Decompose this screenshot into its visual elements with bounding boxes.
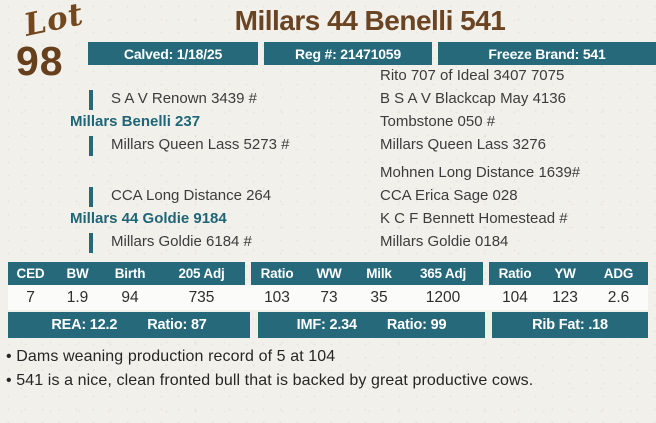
performance-value: 103 xyxy=(264,288,290,306)
freeze-brand-badge: Freeze Brand: 541 xyxy=(438,42,656,65)
performance-value: 1.9 xyxy=(66,288,89,306)
sire-parent-top: S A V Renown 3439 # xyxy=(111,90,257,107)
dam-ancestor: K C F Bennett Homestead # xyxy=(380,210,568,227)
column-header: Birth xyxy=(114,266,146,281)
note-line: • Dams weaning production record of 5 at… xyxy=(6,348,336,365)
lot-number: 98 xyxy=(16,38,64,84)
performance-value: 735 xyxy=(188,288,215,306)
performance-value: 7 xyxy=(26,288,35,306)
performance-value: 73 xyxy=(320,288,338,306)
rea-ratio: Ratio: 87 xyxy=(147,317,207,333)
dam-parent-top: CCA Long Distance 264 xyxy=(111,187,272,204)
pedigree-bracket-bar xyxy=(89,233,93,253)
column-header: Ratio xyxy=(260,266,294,281)
performance-table-segment-1: CED BW Birth 205 Adj 7 1.9 94 735 xyxy=(8,262,245,310)
dam-parent-bottom: Millars Goldie 6184 # xyxy=(111,233,252,250)
registration-badge: Reg #: 21471059 xyxy=(264,42,432,65)
column-header: ADG xyxy=(603,266,634,281)
note-line: • 541 is a nice, clean fronted bull that… xyxy=(6,371,534,389)
rea-badge: REA: 12.2 Ratio: 87 xyxy=(8,312,250,338)
calved-badge: Calved: 1/18/25 xyxy=(88,42,258,65)
performance-data-row-background xyxy=(8,285,648,310)
sire-ancestor: Tombstone 050 # xyxy=(380,113,496,130)
performance-table-segment-3: Ratio YW ADG 104 123 2.6 xyxy=(489,262,648,310)
column-header: BW xyxy=(66,266,89,281)
dam-ancestor: Millars Goldie 0184 xyxy=(380,233,509,250)
rib-fat-value: Rib Fat: .18 xyxy=(532,317,608,333)
performance-value-row: 103 73 35 1200 xyxy=(251,285,483,310)
performance-value-row: 104 123 2.6 xyxy=(489,285,648,310)
notes-section: • Dams weaning production record of 5 at… xyxy=(6,345,636,392)
performance-value: 35 xyxy=(370,288,388,306)
performance-header-row: Ratio WW Milk 365 Adj xyxy=(251,262,483,285)
performance-value: 1200 xyxy=(425,288,461,306)
performance-value: 104 xyxy=(502,288,528,306)
pedigree-bracket-bar xyxy=(89,136,93,156)
dam-ancestor: Mohnen Long Distance 1639# xyxy=(380,164,581,181)
imf-value: IMF: 2.34 xyxy=(296,317,357,333)
performance-value: 123 xyxy=(552,288,578,306)
column-header: 205 Adj xyxy=(178,266,225,281)
performance-header-row: Ratio YW ADG xyxy=(489,262,648,285)
sire-name: Millars Benelli 237 xyxy=(70,113,201,130)
pedigree-bracket-bar xyxy=(89,187,93,207)
column-header: Milk xyxy=(366,266,392,281)
sire-ancestor: Rito 707 of Ideal 3407 7075 xyxy=(380,67,565,84)
rib-fat-badge: Rib Fat: .18 xyxy=(492,312,648,338)
imf-badge: IMF: 2.34 Ratio: 99 xyxy=(258,312,485,338)
performance-header-row: CED BW Birth 205 Adj xyxy=(8,262,245,285)
pedigree-bracket-bar xyxy=(89,90,93,110)
column-header: CED xyxy=(16,266,45,281)
column-header: WW xyxy=(316,266,342,281)
dam-name: Millars 44 Goldie 9184 xyxy=(70,210,227,227)
info-badge-row: Calved: 1/18/25 Reg #: 21471059 Freeze B… xyxy=(88,42,656,65)
performance-value: 94 xyxy=(121,288,139,306)
performance-value: 2.6 xyxy=(607,288,630,306)
dam-ancestor: CCA Erica Sage 028 xyxy=(380,187,518,204)
rea-value: REA: 12.2 xyxy=(51,317,118,333)
column-header: 365 Adj xyxy=(419,266,467,281)
imf-ratio: Ratio: 99 xyxy=(386,317,447,333)
column-header: YW xyxy=(554,266,576,281)
sire-ancestor: B S A V Blackcap May 4136 xyxy=(380,90,566,107)
animal-title: Millars 44 Benelli 541 xyxy=(234,5,506,36)
sire-parent-bottom: Millars Queen Lass 5273 # xyxy=(111,136,290,153)
performance-value-row: 7 1.9 94 735 xyxy=(8,285,245,310)
column-header: Ratio xyxy=(498,266,532,281)
sire-ancestor: Millars Queen Lass 3276 xyxy=(380,136,546,153)
performance-table-segment-2: Ratio WW Milk 365 Adj 103 73 35 1200 xyxy=(251,262,483,310)
